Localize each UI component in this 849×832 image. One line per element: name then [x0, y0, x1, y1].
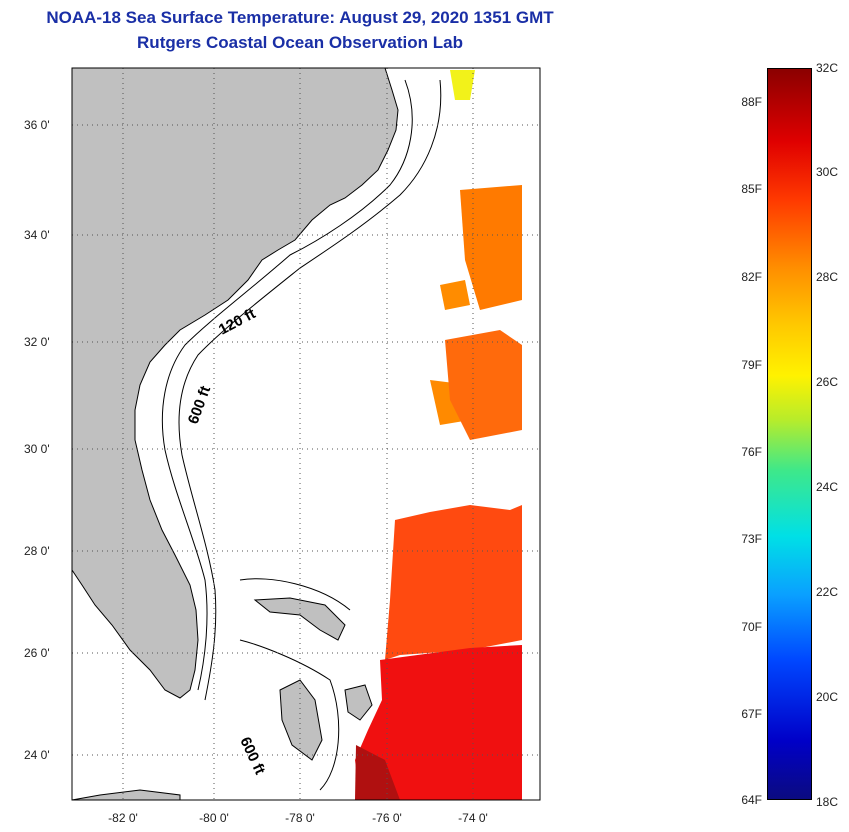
lon-label: -74 0'	[458, 811, 488, 825]
lat-label: 36 0'	[24, 118, 50, 132]
colorbar-f-label: 70F	[741, 620, 762, 634]
lat-label: 30 0'	[24, 442, 50, 456]
colorbar-f-label: 64F	[741, 793, 762, 807]
colorbar-c-label: 28C	[816, 270, 839, 284]
colorbar-f-label: 76F	[741, 445, 762, 459]
sst-data-layer	[355, 70, 522, 800]
temperature-colorbar	[767, 68, 812, 800]
lat-label: 28 0'	[24, 544, 50, 558]
colorbar-c-label: 22C	[816, 585, 839, 599]
colorbar-f-label: 79F	[741, 358, 762, 372]
colorbar-c-label: 26C	[816, 375, 839, 389]
colorbar-f-label: 82F	[741, 270, 762, 284]
lat-label: 24 0'	[24, 748, 50, 762]
sst-map: 120 ft 600 ft 600 ft 36 0' 34 0' 32 0' 3…	[24, 67, 541, 825]
sst-patch-small	[440, 280, 470, 310]
colorbar-f-label: 73F	[741, 532, 762, 546]
contour-bahamas	[239, 578, 351, 791]
land-bahamas-small	[344, 684, 373, 721]
land-bahamas-grand	[253, 597, 346, 641]
map-subtitle: Rutgers Coastal Ocean Observation Lab	[137, 33, 463, 52]
colorbar-c-label: 20C	[816, 690, 839, 704]
lat-labels: 36 0' 34 0' 32 0' 30 0' 28 0' 26 0' 24 0…	[24, 118, 50, 762]
sst-patch-mid2	[445, 330, 522, 440]
land-bahamas-andros	[279, 679, 323, 761]
lon-labels: -82 0' -80 0' -78 0' -76 0' -74 0'	[108, 811, 488, 825]
sst-patch-southeast	[355, 645, 522, 800]
sst-patch-north	[460, 185, 522, 310]
graticule	[72, 68, 540, 800]
colorbar-c-label: 24C	[816, 480, 839, 494]
map-title: NOAA-18 Sea Surface Temperature: August …	[46, 8, 554, 27]
lon-label: -80 0'	[199, 811, 229, 825]
colorbar-f-label: 88F	[741, 95, 762, 109]
sst-patch-south	[385, 505, 522, 660]
contour-600ft	[178, 79, 442, 701]
colorbar-f-label: 67F	[741, 707, 762, 721]
lon-label: -76 0'	[372, 811, 402, 825]
lat-label: 34 0'	[24, 228, 50, 242]
lon-label: -82 0'	[108, 811, 138, 825]
lon-label: -78 0'	[285, 811, 315, 825]
land-us-southeast	[71, 67, 399, 699]
lat-label: 26 0'	[24, 646, 50, 660]
colorbar-f-label: 85F	[741, 182, 762, 196]
lat-label: 32 0'	[24, 335, 50, 349]
contour-120ft	[161, 79, 413, 691]
colorbar-c-label: 32C	[816, 61, 839, 75]
sst-patch-cool	[450, 70, 475, 100]
colorbar-c-label: 30C	[816, 165, 839, 179]
sst-patch-warmest	[355, 745, 400, 800]
colorbar-c-label: 18C	[816, 795, 839, 809]
